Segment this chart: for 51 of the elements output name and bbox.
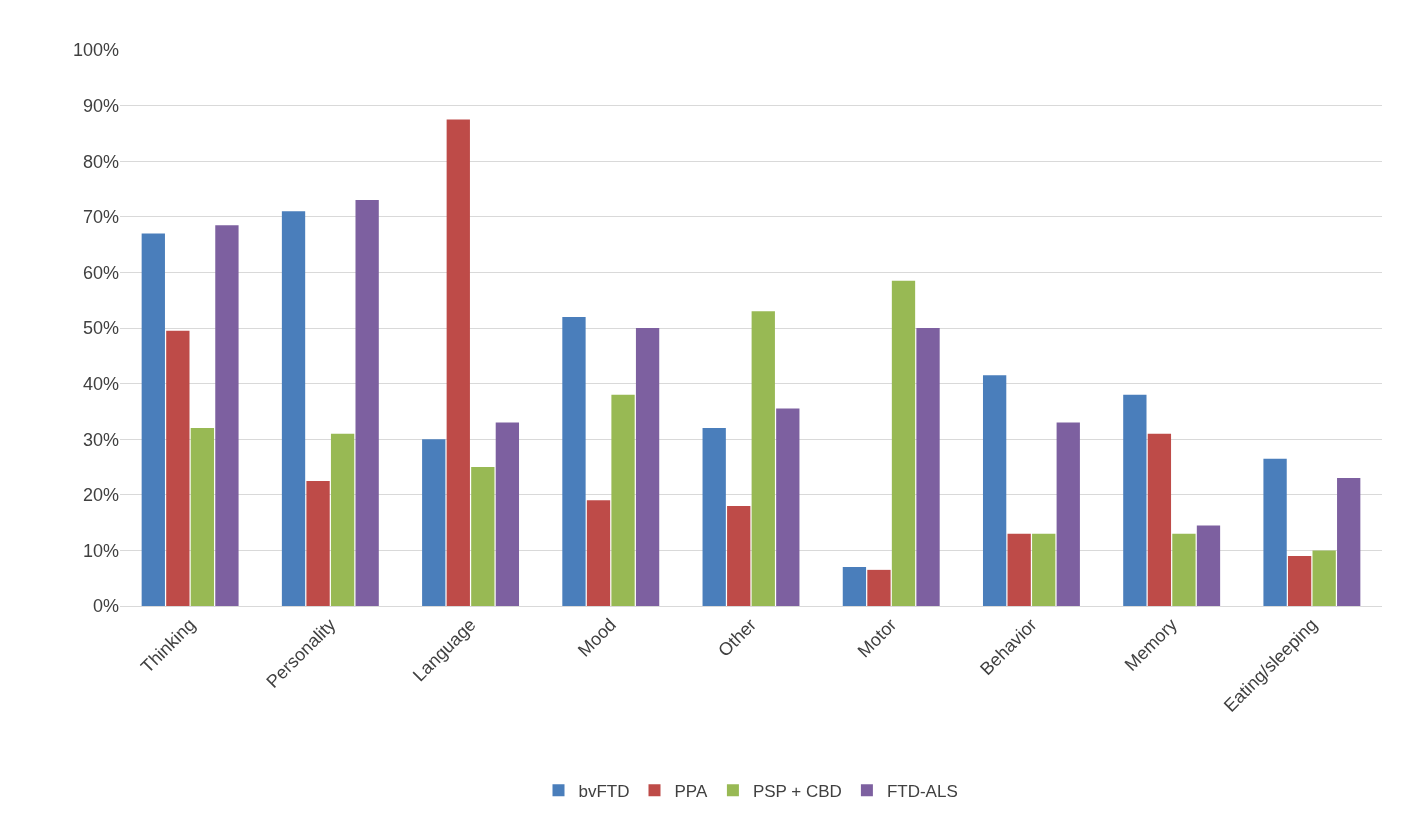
bar bbox=[702, 428, 726, 606]
bar bbox=[727, 505, 751, 606]
legend-label: bvFTD bbox=[578, 781, 630, 801]
y-tick-label: 40% bbox=[82, 373, 119, 394]
bar bbox=[141, 233, 165, 606]
y-tick-label: 100% bbox=[72, 40, 119, 61]
bar bbox=[1032, 533, 1056, 606]
bar bbox=[446, 119, 470, 606]
bar bbox=[776, 408, 800, 606]
bar bbox=[190, 428, 215, 606]
bar bbox=[751, 311, 775, 606]
bar bbox=[916, 328, 940, 606]
bar bbox=[1196, 525, 1221, 606]
bar bbox=[166, 330, 190, 606]
bar bbox=[1123, 394, 1147, 606]
y-tick-label: 70% bbox=[82, 207, 119, 228]
bar bbox=[306, 480, 330, 606]
bar bbox=[330, 433, 355, 606]
bar bbox=[1172, 533, 1196, 606]
bar bbox=[562, 316, 586, 606]
bar bbox=[891, 280, 916, 606]
bar bbox=[281, 211, 306, 606]
legend-label: FTD-ALS bbox=[886, 781, 958, 801]
legend-label: PSP + CBD bbox=[752, 781, 842, 801]
y-tick-label: 30% bbox=[82, 429, 119, 450]
y-tick-label: 50% bbox=[82, 318, 119, 339]
bar bbox=[215, 225, 239, 606]
legend-label: PPA bbox=[674, 781, 708, 801]
y-tick-label: 0% bbox=[92, 596, 119, 617]
bar bbox=[495, 422, 520, 606]
bar bbox=[471, 467, 495, 606]
bar bbox=[586, 500, 611, 606]
bar bbox=[355, 200, 379, 606]
bar bbox=[1147, 433, 1172, 606]
y-tick-label: 90% bbox=[82, 95, 119, 116]
y-tick-label: 80% bbox=[82, 151, 119, 172]
bar bbox=[635, 328, 660, 606]
bar bbox=[982, 375, 1007, 606]
bar bbox=[1312, 550, 1336, 606]
y-tick-label: 10% bbox=[82, 540, 119, 561]
bar bbox=[1337, 478, 1361, 606]
y-tick-label: 20% bbox=[82, 485, 119, 506]
bar bbox=[842, 567, 867, 606]
bar bbox=[422, 439, 446, 606]
bar bbox=[1007, 533, 1031, 606]
bar bbox=[1056, 422, 1080, 606]
y-tick-label: 60% bbox=[82, 262, 119, 283]
bar bbox=[867, 569, 891, 606]
bar bbox=[611, 394, 635, 606]
bar bbox=[1287, 555, 1312, 606]
bar bbox=[1263, 458, 1287, 606]
